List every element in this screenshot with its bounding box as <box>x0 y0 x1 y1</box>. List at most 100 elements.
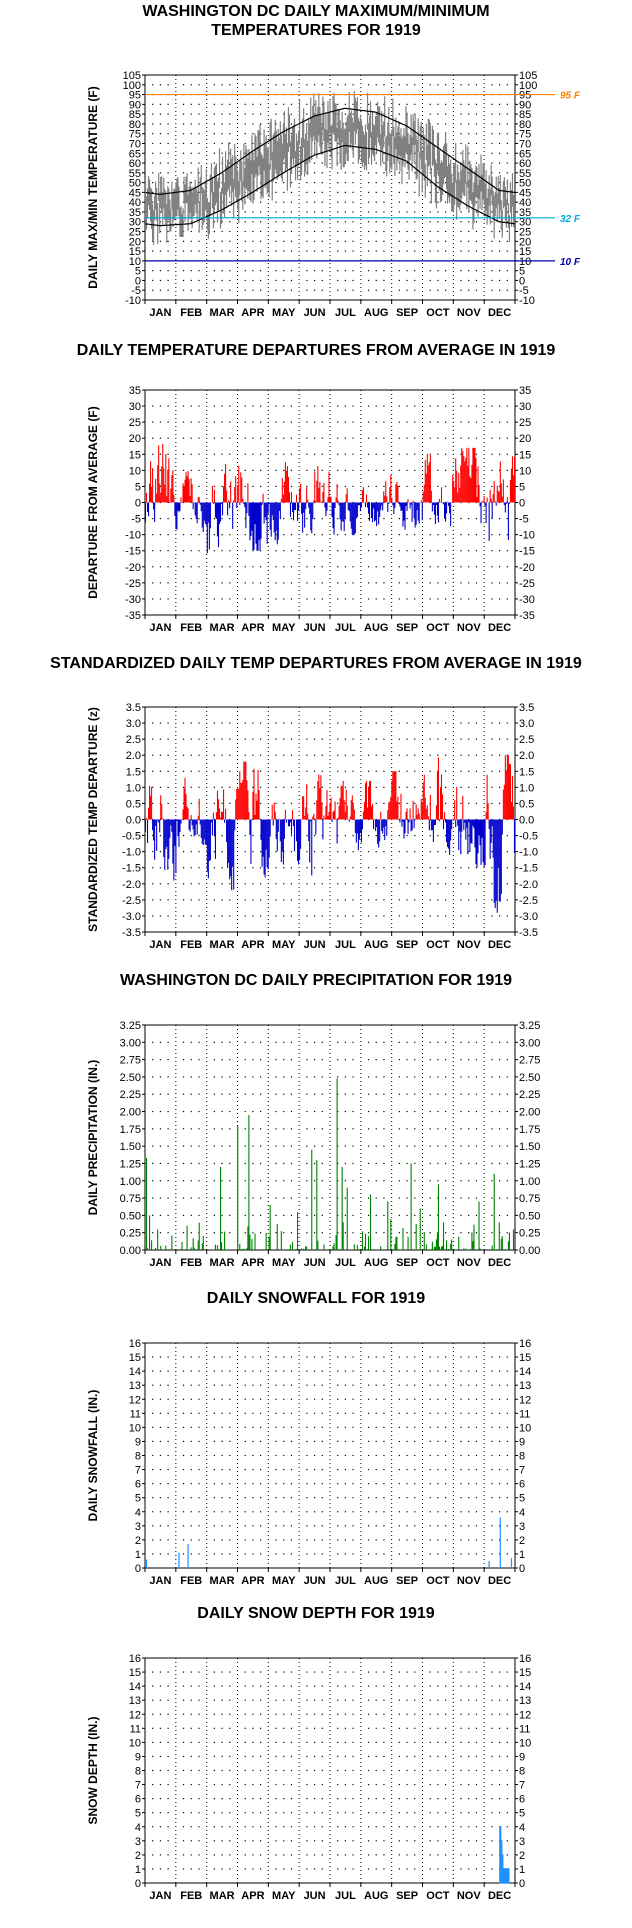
grid-dot <box>167 1671 169 1673</box>
grid-dot <box>306 1769 308 1772</box>
grid-dot <box>198 1812 200 1814</box>
y-tick-label-left: -1.0 <box>122 847 141 859</box>
grid-dot <box>159 582 162 584</box>
grid-dot <box>414 279 416 282</box>
grid-dot <box>398 1812 400 1814</box>
grid-dot <box>398 534 400 536</box>
grid-dot <box>498 469 501 471</box>
grid-dot <box>383 851 385 853</box>
grid-dot <box>406 598 408 600</box>
y-tick-label-right: 10 <box>519 465 531 477</box>
grid-dot <box>475 1812 478 1814</box>
grid-dot <box>383 1539 385 1541</box>
grid-dot <box>445 802 447 805</box>
grid-dot <box>475 1840 478 1842</box>
grid-dot <box>337 1539 339 1541</box>
y-tick-label-left: 0.00 <box>120 1245 141 1257</box>
grid-dot <box>152 1059 154 1061</box>
grid-dot <box>229 1128 231 1130</box>
grid-dot <box>198 1727 200 1729</box>
grid-dot <box>468 1468 470 1471</box>
grid-dot <box>352 834 354 837</box>
grid-dot <box>306 1232 308 1234</box>
grid-dot <box>475 250 478 252</box>
grid-dot <box>290 1685 293 1687</box>
grid-dot <box>414 1180 416 1182</box>
grid-dot <box>283 1854 285 1856</box>
grid-dot <box>352 1525 354 1527</box>
grid-dot <box>321 453 323 455</box>
grid-dot <box>337 1713 339 1715</box>
grid-dot <box>290 123 293 125</box>
grid-dot <box>290 1110 293 1113</box>
grid-dot <box>491 172 493 174</box>
grid-dot <box>491 754 493 756</box>
grid-dot <box>198 1398 200 1400</box>
grid-dot <box>429 1511 431 1513</box>
grid-dot <box>498 1093 501 1095</box>
month-label: MAR <box>210 622 235 634</box>
grid-dot <box>190 1197 192 1199</box>
grid-dot <box>221 469 223 471</box>
grid-dot <box>152 598 154 600</box>
y-tick-label-left: 105 <box>123 70 141 82</box>
grid-dot <box>167 1214 169 1216</box>
grid-dot <box>252 152 254 154</box>
grid-dot <box>252 582 254 584</box>
grid-dot <box>244 1812 246 1814</box>
grid-dot <box>414 1812 416 1814</box>
grid-dot <box>313 786 316 788</box>
grid-dot <box>445 453 447 455</box>
grid-dot <box>506 1412 508 1414</box>
grid-dot <box>321 1497 323 1499</box>
grid-dot <box>244 867 246 869</box>
grid-dot <box>275 405 277 407</box>
grid-dot <box>152 1671 154 1673</box>
grid-dot <box>244 1685 246 1687</box>
grid-dot <box>306 566 308 568</box>
grid-dot <box>437 1370 439 1372</box>
grid-dot <box>182 289 185 291</box>
grid-dot <box>383 1412 385 1414</box>
grid-dot <box>491 1197 493 1199</box>
grid-dot <box>437 1426 439 1428</box>
grid-dot <box>190 883 192 885</box>
grid-dot <box>260 1128 262 1130</box>
grid-dot <box>375 437 377 439</box>
grid-dot <box>313 1454 316 1457</box>
grid-dot <box>506 867 508 869</box>
grid-dot <box>167 142 169 145</box>
grid-dot <box>367 1553 370 1555</box>
grid-dot <box>306 1539 308 1541</box>
grid-dot <box>460 1214 462 1216</box>
grid-dot <box>344 1798 347 1800</box>
grid-dot <box>383 550 385 552</box>
grid-dot <box>244 534 246 536</box>
grid-dot <box>498 270 501 272</box>
grid-dot <box>283 201 285 203</box>
y-tick-label-left: 9 <box>135 1436 141 1448</box>
grid-dot <box>283 162 285 164</box>
grid-dot <box>445 113 447 115</box>
grid-dot <box>398 172 400 174</box>
grid-dot <box>414 770 416 772</box>
grid-dot <box>498 182 501 184</box>
grid-dot <box>468 172 470 174</box>
month-label: FEB <box>180 622 202 634</box>
grid-dot <box>244 1525 246 1527</box>
grid-dot <box>152 1468 154 1471</box>
grid-dot <box>313 517 316 520</box>
grid-dot <box>468 1539 470 1541</box>
grid-dot <box>159 1699 162 1701</box>
grid-dot <box>498 1110 501 1113</box>
grid-dot <box>159 1110 162 1113</box>
grid-dot <box>344 421 347 423</box>
grid-dot <box>167 1769 169 1772</box>
grid-dot <box>468 1076 470 1078</box>
grid-dot <box>445 1093 447 1095</box>
grid-dot <box>406 270 408 272</box>
grid-dot <box>460 1769 462 1772</box>
grid-dot <box>445 1755 447 1758</box>
grid-dot <box>252 738 254 740</box>
grid-dot <box>244 1713 246 1715</box>
